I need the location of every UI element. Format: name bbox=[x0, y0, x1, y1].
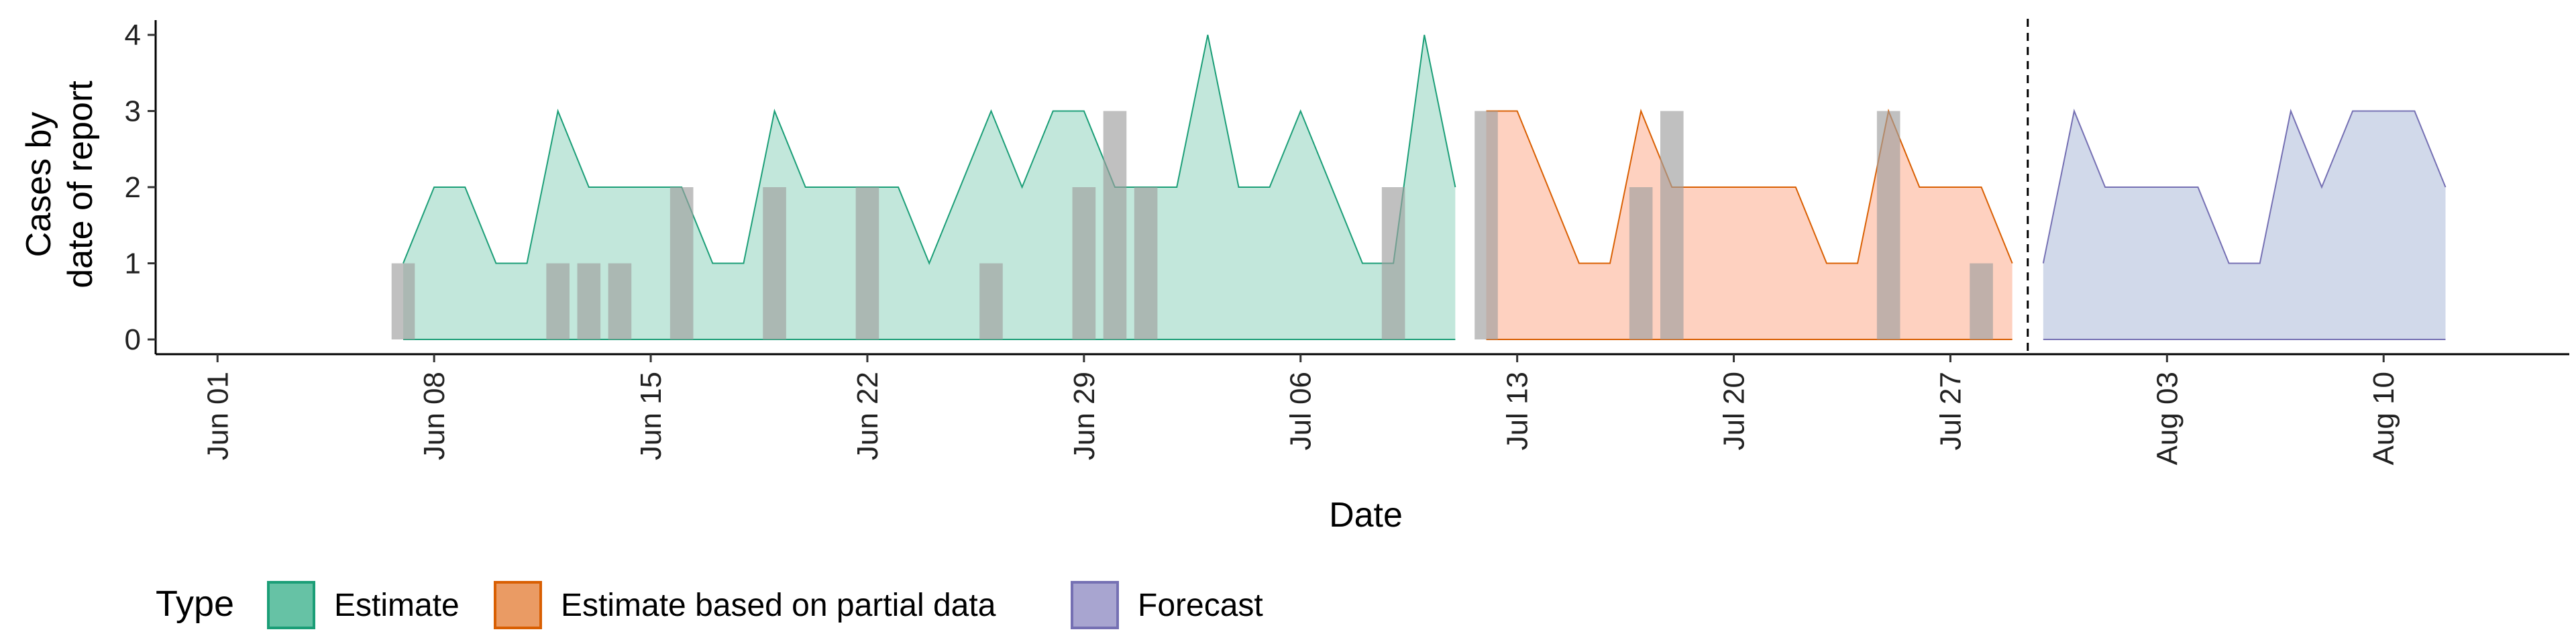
x-tick-label: Jun 15 bbox=[635, 372, 667, 460]
reported-bar bbox=[1660, 111, 1684, 339]
axes: 0 1 2 3 4 Jun 01 Jun 08 Jun 15 Jun 22 Jun 29 Jul 0… bbox=[125, 19, 2569, 465]
reported-bar bbox=[1103, 111, 1127, 339]
reported-bar bbox=[1381, 187, 1405, 339]
reported-bar bbox=[1474, 111, 1498, 339]
x-tick-label: Jul 20 bbox=[1718, 372, 1751, 450]
x-tick-label: Aug 03 bbox=[2151, 372, 2184, 465]
reported-bar bbox=[1876, 111, 1900, 339]
reported-bar bbox=[1134, 187, 1158, 339]
y-tick-label: 2 bbox=[125, 171, 141, 204]
x-tick-label: Jul 13 bbox=[1501, 372, 1534, 450]
reported-bar bbox=[1072, 187, 1096, 339]
legend-key-estimate bbox=[267, 581, 315, 629]
legend-label-partial: Estimate based on partial data bbox=[561, 588, 996, 623]
reported-bar bbox=[577, 263, 601, 339]
y-axis-title-line-2: date of report bbox=[61, 80, 100, 288]
reported-bar bbox=[669, 187, 694, 339]
x-tick-label: Jun 29 bbox=[1068, 372, 1101, 460]
legend-title: Type bbox=[156, 584, 234, 624]
area-estimate bbox=[403, 35, 1456, 339]
legend-key-partial bbox=[494, 581, 542, 629]
y-axis-title-line-1: Cases by bbox=[19, 112, 58, 258]
reported-bar bbox=[1629, 187, 1653, 339]
y-axis-title: Cases by date of report bbox=[19, 80, 100, 288]
reported-bar bbox=[546, 263, 570, 339]
x-axis-title: Date bbox=[1329, 496, 1403, 535]
line-estimate bbox=[402, 34, 1456, 266]
x-tick-label: Jun 22 bbox=[851, 372, 884, 460]
y-tick-label: 0 bbox=[125, 323, 141, 356]
x-tick-label: Jun 01 bbox=[201, 372, 234, 460]
plot-area bbox=[391, 19, 2447, 354]
area-forecast bbox=[2043, 111, 2446, 339]
area-partial bbox=[1486, 111, 2012, 339]
x-tick-label: Jul 06 bbox=[1285, 372, 1318, 450]
y-tick-label: 3 bbox=[125, 95, 141, 128]
reported-bar bbox=[1970, 263, 1993, 339]
legend: Type Estimate Estimate based on partial … bbox=[156, 581, 1263, 629]
line-forecast bbox=[2042, 109, 2447, 264]
x-tick-label: Jul 27 bbox=[1934, 372, 1967, 450]
reported-bar bbox=[391, 263, 415, 339]
reported-bar bbox=[763, 187, 786, 339]
reported-bar bbox=[979, 263, 1003, 339]
x-tick-label: Jun 08 bbox=[418, 372, 451, 460]
reported-bar bbox=[608, 263, 632, 339]
y-tick-label: 4 bbox=[125, 19, 141, 52]
x-tick-label: Aug 10 bbox=[2367, 372, 2400, 465]
reported-bar bbox=[855, 187, 879, 339]
legend-label-estimate: Estimate bbox=[334, 588, 460, 623]
line-partial bbox=[1486, 109, 2013, 264]
y-tick-label: 1 bbox=[125, 248, 141, 280]
legend-label-forecast: Forecast bbox=[1138, 588, 1263, 623]
legend-key-forecast bbox=[1071, 581, 1119, 629]
